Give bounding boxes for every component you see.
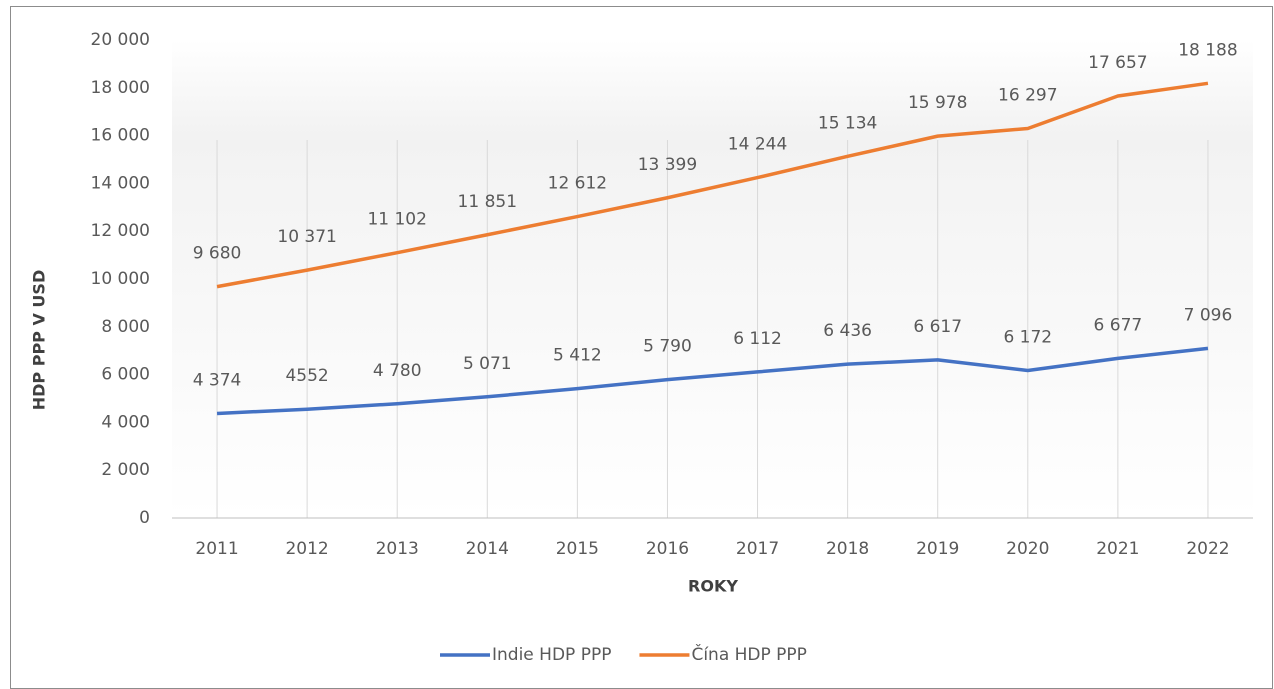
data-label: 5 790 [643, 337, 692, 357]
data-label: 9 680 [193, 244, 242, 264]
y-tick-label: 18 000 [91, 78, 150, 98]
x-tick-label: 2020 [1006, 539, 1049, 559]
plot-area [172, 40, 1253, 518]
data-label: 6 112 [733, 329, 782, 349]
y-tick-label: 12 000 [91, 221, 150, 241]
data-label: 15 978 [908, 93, 967, 113]
x-axis-title: ROKY [688, 577, 738, 596]
x-tick-label: 2017 [736, 539, 779, 559]
data-label: 6 677 [1094, 315, 1143, 335]
y-tick-label: 2 000 [101, 460, 150, 480]
y-tick-label: 4 000 [101, 412, 150, 432]
x-tick-label: 2014 [466, 539, 509, 559]
data-label: 6 617 [913, 317, 962, 337]
data-label: 13 399 [638, 155, 697, 175]
data-label: 14 244 [728, 135, 787, 155]
data-label: 17 657 [1088, 53, 1147, 73]
y-tick-label: 14 000 [91, 173, 150, 193]
legend-label: Indie HDP PPP [492, 645, 611, 665]
data-label: 4 374 [193, 370, 242, 390]
x-tick-label: 2021 [1096, 539, 1139, 559]
data-label: 7 096 [1184, 305, 1233, 325]
y-tick-label: 8 000 [101, 317, 150, 337]
data-label: 18 188 [1178, 40, 1237, 60]
data-label: 12 612 [548, 174, 607, 194]
data-label: 16 297 [998, 86, 1057, 106]
data-label: 6 436 [823, 321, 872, 341]
data-label: 5 071 [463, 354, 512, 374]
x-tick-label: 2019 [916, 539, 959, 559]
y-tick-label: 20 000 [91, 30, 150, 50]
y-tick-label: 6 000 [101, 365, 150, 385]
y-axis-title: HDP PPP V USD [30, 270, 49, 410]
data-label: 4 780 [373, 361, 422, 381]
series-line [216, 346, 1209, 416]
x-tick-label: 2022 [1186, 539, 1229, 559]
y-tick-label: 0 [139, 508, 150, 528]
x-tick-label: 2011 [195, 539, 238, 559]
x-tick-label: 2015 [556, 539, 599, 559]
x-tick-label: 2012 [285, 539, 328, 559]
x-tick-label: 2016 [646, 539, 689, 559]
y-tick-label: 16 000 [91, 126, 150, 146]
data-label: 5 412 [553, 346, 602, 366]
x-tick-label: 2013 [376, 539, 419, 559]
series-line [216, 81, 1209, 289]
data-label: 11 102 [367, 210, 426, 230]
data-label: 11 851 [458, 192, 517, 212]
data-label: 4552 [285, 366, 328, 386]
data-label: 15 134 [818, 113, 877, 133]
data-label: 10 371 [277, 227, 336, 247]
data-label: 6 172 [1003, 327, 1052, 347]
y-tick-label: 10 000 [91, 269, 150, 289]
legend-label: Čína HDP PPP [691, 643, 806, 665]
x-tick-label: 2018 [826, 539, 869, 559]
